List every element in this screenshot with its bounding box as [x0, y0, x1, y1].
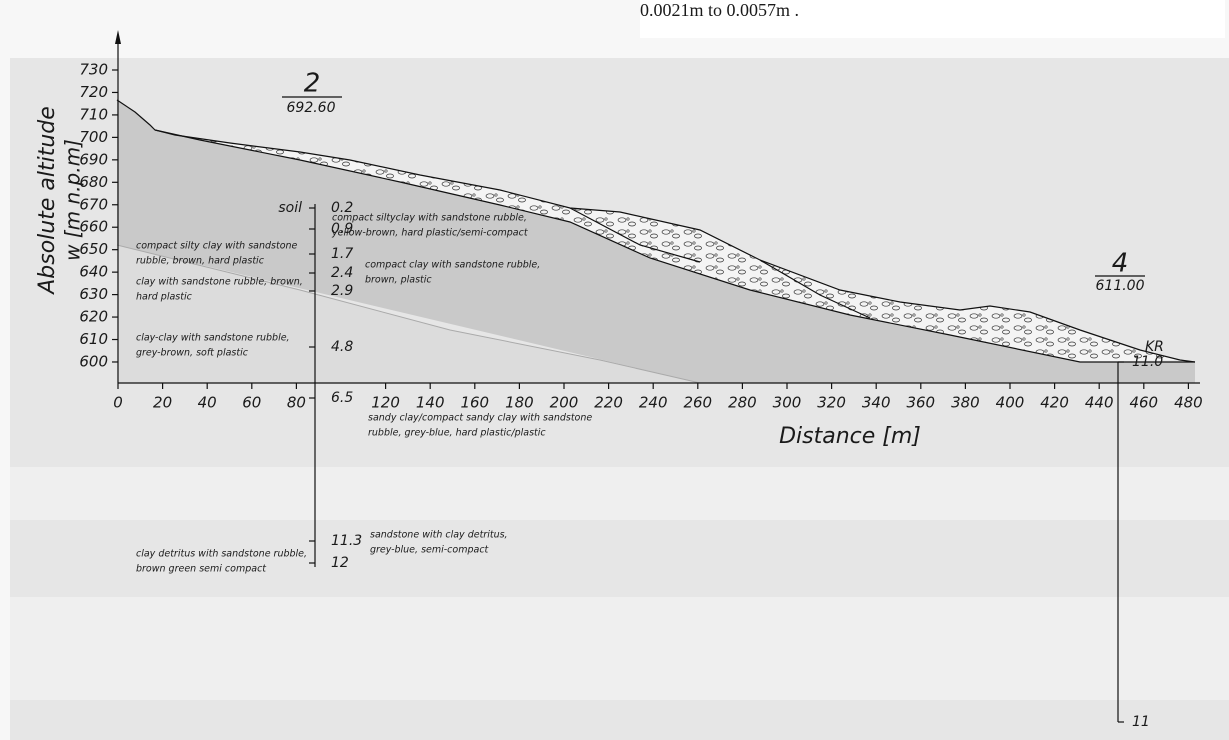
band [10, 597, 1229, 700]
layer-description: grey-brown, soft plastic [136, 348, 249, 359]
borehole-elevation: 692.60 [287, 100, 336, 116]
y-axis-title: Absolute altitude [35, 106, 60, 296]
depth-label: 2.4 [331, 265, 353, 281]
layer-description: hard plastic [136, 292, 193, 303]
band [10, 700, 1229, 740]
y-tick-label: 610 [79, 330, 108, 348]
soil-label: soil [278, 200, 302, 216]
x-axis-title: Distance [m] [779, 424, 921, 449]
x-tick-label: 320 [817, 394, 846, 412]
layer-description: brown, plastic [365, 275, 432, 286]
layer-description: rubble, grey-blue, hard plastic/plastic [368, 428, 546, 439]
layer-description: clay with sandstone rubble, brown, [136, 277, 303, 288]
y-tick-label: 720 [79, 83, 108, 101]
x-tick-label: 260 [683, 394, 712, 412]
x-tick-label: 180 [505, 394, 534, 412]
layer-description: compact siltyclay with sandstone rubble, [332, 213, 527, 224]
y-tick-label: 630 [79, 285, 108, 303]
depth-label: 6.5 [331, 390, 353, 406]
depth-label: 12 [331, 555, 349, 571]
cross-section: 0.0021m to 0.0057m . Absolute altitude w… [0, 0, 1229, 740]
depth-label: 11 [1132, 714, 1150, 730]
x-tick-label: 120 [371, 394, 400, 412]
x-tick-label: 200 [550, 394, 579, 412]
layer-description: compact clay with sandstone rubble, [365, 260, 540, 271]
layer-description: rubble, brown, hard plastic [136, 256, 265, 267]
y-tick-label: 600 [79, 352, 108, 370]
x-tick-label: 160 [460, 394, 489, 412]
y-tick-label: 700 [79, 128, 108, 146]
x-tick-label: 240 [639, 394, 668, 412]
y-tick-label: 730 [79, 61, 108, 79]
borehole-number: 4 [1112, 249, 1129, 279]
x-tick-label: 440 [1085, 394, 1114, 412]
y-tick-label: 650 [79, 240, 108, 258]
borehole-code: KR [1145, 339, 1164, 355]
layer-description: yellow-brown, hard plastic/semi-compact [331, 228, 529, 239]
layer-description: brown green semi compact [136, 564, 267, 575]
y-tick-label: 710 [79, 105, 108, 123]
x-tick-label: 420 [1040, 394, 1069, 412]
x-tick-label: 40 [198, 394, 217, 412]
x-tick-label: 380 [951, 394, 980, 412]
x-tick-label: 140 [416, 394, 445, 412]
layer-description: sandy clay/compact sandy clay with sands… [368, 413, 592, 424]
depth-label: 11.0 [1132, 354, 1163, 370]
layer-description: clay detritus with sandstone rubble, [136, 549, 307, 560]
x-tick-label: 280 [728, 394, 757, 412]
borehole-elevation: 611.00 [1096, 278, 1145, 294]
y-tick-label: 620 [79, 308, 108, 326]
y-tick-label: 660 [79, 218, 108, 236]
y-tick-label: 680 [79, 173, 108, 191]
x-tick-label: 480 [1174, 394, 1203, 412]
depth-label: 1.7 [331, 246, 353, 262]
x-tick-label: 0 [113, 394, 123, 412]
y-tick-label: 640 [79, 263, 108, 281]
x-tick-label: 20 [153, 394, 172, 412]
x-tick-label: 60 [242, 394, 261, 412]
y-tick-label: 690 [79, 150, 108, 168]
layer-description: clay-clay with sandstone rubble, [136, 333, 290, 344]
x-tick-label: 220 [594, 394, 623, 412]
x-tick-label: 340 [862, 394, 891, 412]
layer-description: compact silty clay with sandstone [136, 241, 298, 252]
borehole-number: 2 [304, 69, 321, 99]
x-tick-label: 300 [773, 394, 802, 412]
layer-description: grey-blue, semi-compact [370, 545, 490, 556]
x-tick-label: 400 [996, 394, 1025, 412]
depth-label: 11.3 [331, 533, 362, 549]
x-tick-label: 460 [1129, 394, 1158, 412]
y-tick-label: 670 [79, 195, 108, 213]
layer-description: sandstone with clay detritus, [370, 530, 508, 541]
x-tick-label: 360 [906, 394, 935, 412]
band [10, 467, 1229, 520]
depth-label: 2.9 [331, 283, 353, 299]
depth-label: 4.8 [331, 339, 353, 355]
note: 0.0021m to 0.0057m . [640, 0, 799, 20]
x-tick-label: 80 [287, 394, 306, 412]
